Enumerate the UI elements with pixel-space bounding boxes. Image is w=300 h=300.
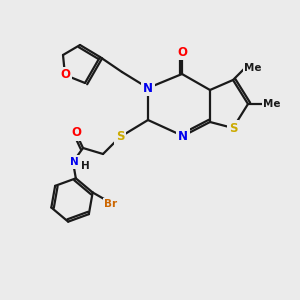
Text: Br: Br: [104, 200, 117, 209]
Text: S: S: [116, 130, 124, 143]
Text: N: N: [143, 82, 153, 94]
Text: H: H: [81, 161, 89, 171]
Text: N: N: [70, 157, 78, 167]
Text: O: O: [177, 46, 187, 59]
Text: Me: Me: [244, 63, 262, 73]
Text: O: O: [71, 127, 81, 140]
Text: O: O: [60, 68, 70, 82]
Text: Me: Me: [263, 99, 281, 109]
Text: S: S: [229, 122, 237, 134]
Text: N: N: [178, 130, 188, 142]
